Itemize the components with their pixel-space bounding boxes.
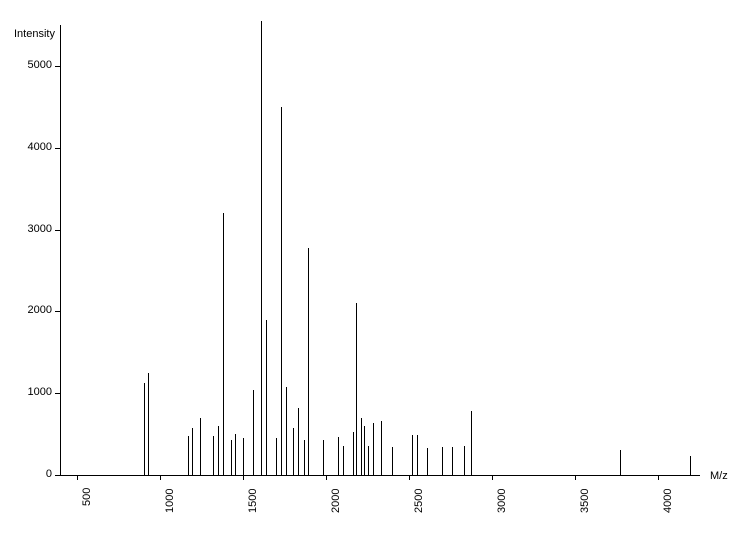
spectrum-peak bbox=[353, 432, 354, 475]
x-tick-label: 1500 bbox=[247, 489, 259, 513]
y-tick-label: 5000 bbox=[28, 59, 52, 71]
spectrum-peak bbox=[298, 408, 299, 475]
x-tick bbox=[575, 475, 576, 480]
x-axis-title: M/z bbox=[710, 470, 728, 482]
spectrum-peak bbox=[368, 446, 369, 475]
y-tick bbox=[55, 66, 60, 67]
spectrum-peak bbox=[464, 446, 465, 475]
spectrum-peak bbox=[223, 213, 224, 475]
spectrum-peak bbox=[148, 373, 149, 475]
spectrum-peak bbox=[338, 437, 339, 475]
spectrum-peak bbox=[218, 426, 219, 475]
x-tick-label: 3000 bbox=[496, 489, 508, 513]
y-tick bbox=[55, 475, 60, 476]
spectrum-peak bbox=[200, 418, 201, 475]
spectrum-peak bbox=[620, 450, 621, 475]
y-tick bbox=[55, 148, 60, 149]
spectrum-peak bbox=[144, 383, 145, 475]
x-tick bbox=[492, 475, 493, 480]
spectrum-peak bbox=[343, 446, 344, 475]
x-tick bbox=[326, 475, 327, 480]
x-tick-label: 4000 bbox=[662, 489, 674, 513]
spectrum-peak bbox=[381, 421, 382, 475]
x-tick-label: 2000 bbox=[330, 489, 342, 513]
spectrum-peak bbox=[427, 448, 428, 475]
spectrum-peak bbox=[261, 21, 262, 475]
spectrum-peak bbox=[373, 423, 374, 475]
spectrum-peak bbox=[192, 428, 193, 475]
spectrum-peak bbox=[412, 435, 413, 475]
x-tick-label: 1000 bbox=[164, 489, 176, 513]
spectrum-peak bbox=[281, 107, 282, 475]
mass-spectrum-chart: Intensity M/z 0 1000 2000 3000 4000 5000 500 10… bbox=[0, 0, 750, 540]
y-tick bbox=[55, 393, 60, 394]
spectrum-peak bbox=[690, 456, 691, 475]
x-tick bbox=[658, 475, 659, 480]
spectrum-peak bbox=[235, 434, 236, 475]
y-tick-label: 0 bbox=[46, 468, 52, 480]
spectrum-peak bbox=[243, 438, 244, 475]
x-tick bbox=[409, 475, 410, 480]
spectrum-peak bbox=[308, 248, 309, 475]
y-tick-label: 1000 bbox=[28, 386, 52, 398]
spectrum-peak bbox=[213, 436, 214, 475]
spectrum-peak bbox=[361, 418, 362, 475]
spectrum-peak bbox=[253, 390, 254, 475]
spectrum-peak bbox=[293, 428, 294, 475]
spectrum-peak bbox=[266, 320, 267, 475]
y-tick bbox=[55, 311, 60, 312]
x-tick-label: 500 bbox=[81, 488, 93, 506]
y-tick-label: 4000 bbox=[28, 141, 52, 153]
y-axis-line bbox=[60, 25, 61, 475]
y-tick-label: 2000 bbox=[28, 304, 52, 316]
spectrum-peak bbox=[356, 303, 357, 475]
x-tick bbox=[77, 475, 78, 480]
spectrum-peak bbox=[392, 447, 393, 475]
y-axis-title: Intensity bbox=[14, 28, 55, 40]
y-tick-label: 3000 bbox=[28, 223, 52, 235]
y-tick bbox=[55, 230, 60, 231]
spectrum-peak bbox=[304, 440, 305, 475]
x-axis-line bbox=[60, 475, 700, 476]
x-tick-label: 2500 bbox=[413, 489, 425, 513]
spectrum-peak bbox=[417, 435, 418, 475]
x-tick bbox=[160, 475, 161, 480]
spectrum-peak bbox=[364, 426, 365, 475]
spectrum-peak bbox=[231, 440, 232, 475]
x-tick-label: 3500 bbox=[579, 489, 591, 513]
spectrum-peak bbox=[276, 438, 277, 475]
spectrum-peak bbox=[471, 411, 472, 475]
spectrum-peak bbox=[452, 447, 453, 475]
spectrum-peak bbox=[188, 436, 189, 475]
spectrum-peak bbox=[323, 440, 324, 475]
spectrum-peak bbox=[286, 387, 287, 475]
x-tick bbox=[243, 475, 244, 480]
spectrum-peak bbox=[442, 447, 443, 475]
